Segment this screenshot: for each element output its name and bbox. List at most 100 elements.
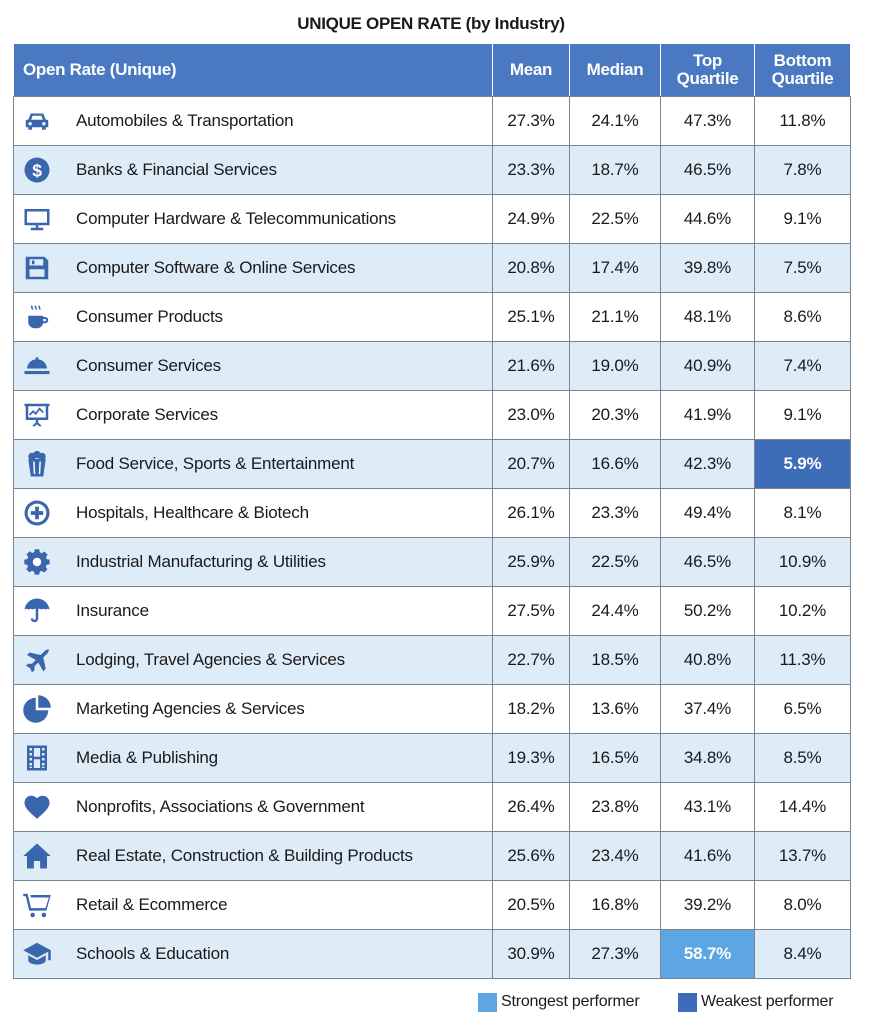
top-value-cell: 46.5% xyxy=(660,537,755,587)
bottom-value-cell: 10.9% xyxy=(754,537,851,587)
mean-value-cell: 23.0% xyxy=(492,390,570,440)
bottom-value-cell: 11.8% xyxy=(754,96,851,146)
top-value-cell: 48.1% xyxy=(660,292,755,342)
median-value-cell: 20.3% xyxy=(569,390,661,440)
monitor-icon xyxy=(20,203,54,235)
median-value-cell: 24.1% xyxy=(569,96,661,146)
top-value-cell: 49.4% xyxy=(660,488,755,538)
bottom-value-cell: 8.5% xyxy=(754,733,851,783)
top-value-cell: 40.8% xyxy=(660,635,755,685)
table-row: Insurance 27.5% 24.4% 50.2% 10.2% xyxy=(13,586,851,636)
top-value-cell: 34.8% xyxy=(660,733,755,783)
industry-cell: Marketing Agencies & Services xyxy=(13,684,493,734)
table-row: Schools & Education 30.9% 27.3% 58.7% 8.4% xyxy=(13,929,851,979)
top-value-cell: 58.7% xyxy=(660,929,755,979)
open-rate-table: Open Rate (Unique) Mean Median Top Quarti… xyxy=(13,43,851,979)
table-row: Consumer Products 25.1% 21.1% 48.1% 8.6% xyxy=(13,292,851,342)
industry-name: Retail & Ecommerce xyxy=(76,895,228,914)
airplane-icon xyxy=(20,644,54,676)
mean-value-cell: 24.9% xyxy=(492,194,570,244)
industry-cell: Corporate Services xyxy=(13,390,493,440)
bottom-value-cell: 9.1% xyxy=(754,194,851,244)
median-value-cell: 17.4% xyxy=(569,243,661,293)
top-value-cell: 43.1% xyxy=(660,782,755,832)
median-value-cell: 24.4% xyxy=(569,586,661,636)
legend-swatch-weakest xyxy=(678,992,697,1012)
median-value-cell: 13.6% xyxy=(569,684,661,734)
industry-cell: Retail & Ecommerce xyxy=(13,880,493,930)
pie-chart-icon xyxy=(20,693,54,725)
coffee-cup-icon xyxy=(20,301,54,333)
median-value-cell: 23.8% xyxy=(569,782,661,832)
median-value-cell: 16.5% xyxy=(569,733,661,783)
median-value-cell: 23.3% xyxy=(569,488,661,538)
top-value-cell: 37.4% xyxy=(660,684,755,734)
industry-cell: Lodging, Travel Agencies & Services xyxy=(13,635,493,685)
bottom-value-cell: 8.4% xyxy=(754,929,851,979)
chart-title: UNIQUE OPEN RATE (by Industry) xyxy=(297,14,565,33)
popcorn-icon xyxy=(20,448,54,480)
median-value-cell: 18.5% xyxy=(569,635,661,685)
column-header-median: Median xyxy=(569,43,661,97)
service-bell-icon xyxy=(20,350,54,382)
column-header-mean: Mean xyxy=(492,43,570,97)
mean-value-cell: 20.7% xyxy=(492,439,570,489)
industry-name: Nonprofits, Associations & Government xyxy=(76,797,365,816)
industry-cell: Nonprofits, Associations & Government xyxy=(13,782,493,832)
mean-value-cell: 25.9% xyxy=(492,537,570,587)
legend-swatch-strongest xyxy=(478,992,497,1012)
graduation-cap-icon xyxy=(20,938,54,970)
car-icon xyxy=(20,105,54,137)
gear-icon xyxy=(20,546,54,578)
bottom-value-cell: 10.2% xyxy=(754,586,851,636)
table-row: Media & Publishing 19.3% 16.5% 34.8% 8.5% xyxy=(13,733,851,783)
table-row: Nonprofits, Associations & Government 26.… xyxy=(13,782,851,832)
film-strip-icon xyxy=(20,742,54,774)
table-row: $ Banks & Financial Services 23.3% 18.7% 46.… xyxy=(13,145,851,195)
industry-name: Food Service, Sports & Entertainment xyxy=(76,454,355,473)
industry-cell: Real Estate, Construction & Building Pro… xyxy=(13,831,493,881)
industry-name: Computer Hardware & Telecommunications xyxy=(76,209,396,228)
table-row: Industrial Manufacturing & Utilities 25.9… xyxy=(13,537,851,587)
top-value-cell: 40.9% xyxy=(660,341,755,391)
industry-name: Consumer Services xyxy=(76,356,221,375)
bottom-value-cell: 11.3% xyxy=(754,635,851,685)
industry-name: Hospitals, Healthcare & Biotech xyxy=(76,503,309,522)
table-row: Hospitals, Healthcare & Biotech 26.1% 23.3… xyxy=(13,488,851,538)
bottom-value-cell: 8.0% xyxy=(754,880,851,930)
table-header-row: Open Rate (Unique) Mean Median Top Quarti… xyxy=(13,43,851,97)
industry-name: Marketing Agencies & Services xyxy=(76,699,305,718)
industry-name: Schools & Education xyxy=(76,944,230,963)
mean-value-cell: 26.4% xyxy=(492,782,570,832)
bottom-value-cell: 6.5% xyxy=(754,684,851,734)
mean-value-cell: 26.1% xyxy=(492,488,570,538)
industry-cell: Food Service, Sports & Entertainment xyxy=(13,439,493,489)
table-row: Food Service, Sports & Entertainment 20.7… xyxy=(13,439,851,489)
top-value-cell: 46.5% xyxy=(660,145,755,195)
column-header-bottom-quartile: Bottom Quartile xyxy=(754,43,851,97)
industry-name: Insurance xyxy=(76,601,149,620)
median-value-cell: 18.7% xyxy=(569,145,661,195)
bottom-value-cell: 7.5% xyxy=(754,243,851,293)
table-row: Computer Hardware & Telecommunications 24… xyxy=(13,194,851,244)
legend-item-weakest: Weakest performer xyxy=(678,992,834,1012)
bottom-value-cell: 5.9% xyxy=(754,439,851,489)
heart-icon xyxy=(20,791,54,823)
table-row: Retail & Ecommerce 20.5% 16.8% 39.2% 8.0% xyxy=(13,880,851,930)
umbrella-icon xyxy=(20,595,54,627)
table-row: Real Estate, Construction & Building Pro… xyxy=(13,831,851,881)
legend-label-strongest: Strongest performer xyxy=(501,993,640,1010)
industry-cell: $ Banks & Financial Services xyxy=(13,145,493,195)
median-value-cell: 16.8% xyxy=(569,880,661,930)
median-value-cell: 21.1% xyxy=(569,292,661,342)
industry-name: Automobiles & Transportation xyxy=(76,111,294,130)
mean-value-cell: 25.1% xyxy=(492,292,570,342)
top-value-cell: 47.3% xyxy=(660,96,755,146)
dollar-coin-icon: $ xyxy=(20,154,54,186)
mean-value-cell: 27.5% xyxy=(492,586,570,636)
industry-cell: Computer Software & Online Services xyxy=(13,243,493,293)
industry-name: Banks & Financial Services xyxy=(76,160,277,179)
industry-name: Corporate Services xyxy=(76,405,218,424)
column-header-industry: Open Rate (Unique) xyxy=(13,43,493,97)
bottom-value-cell: 13.7% xyxy=(754,831,851,881)
